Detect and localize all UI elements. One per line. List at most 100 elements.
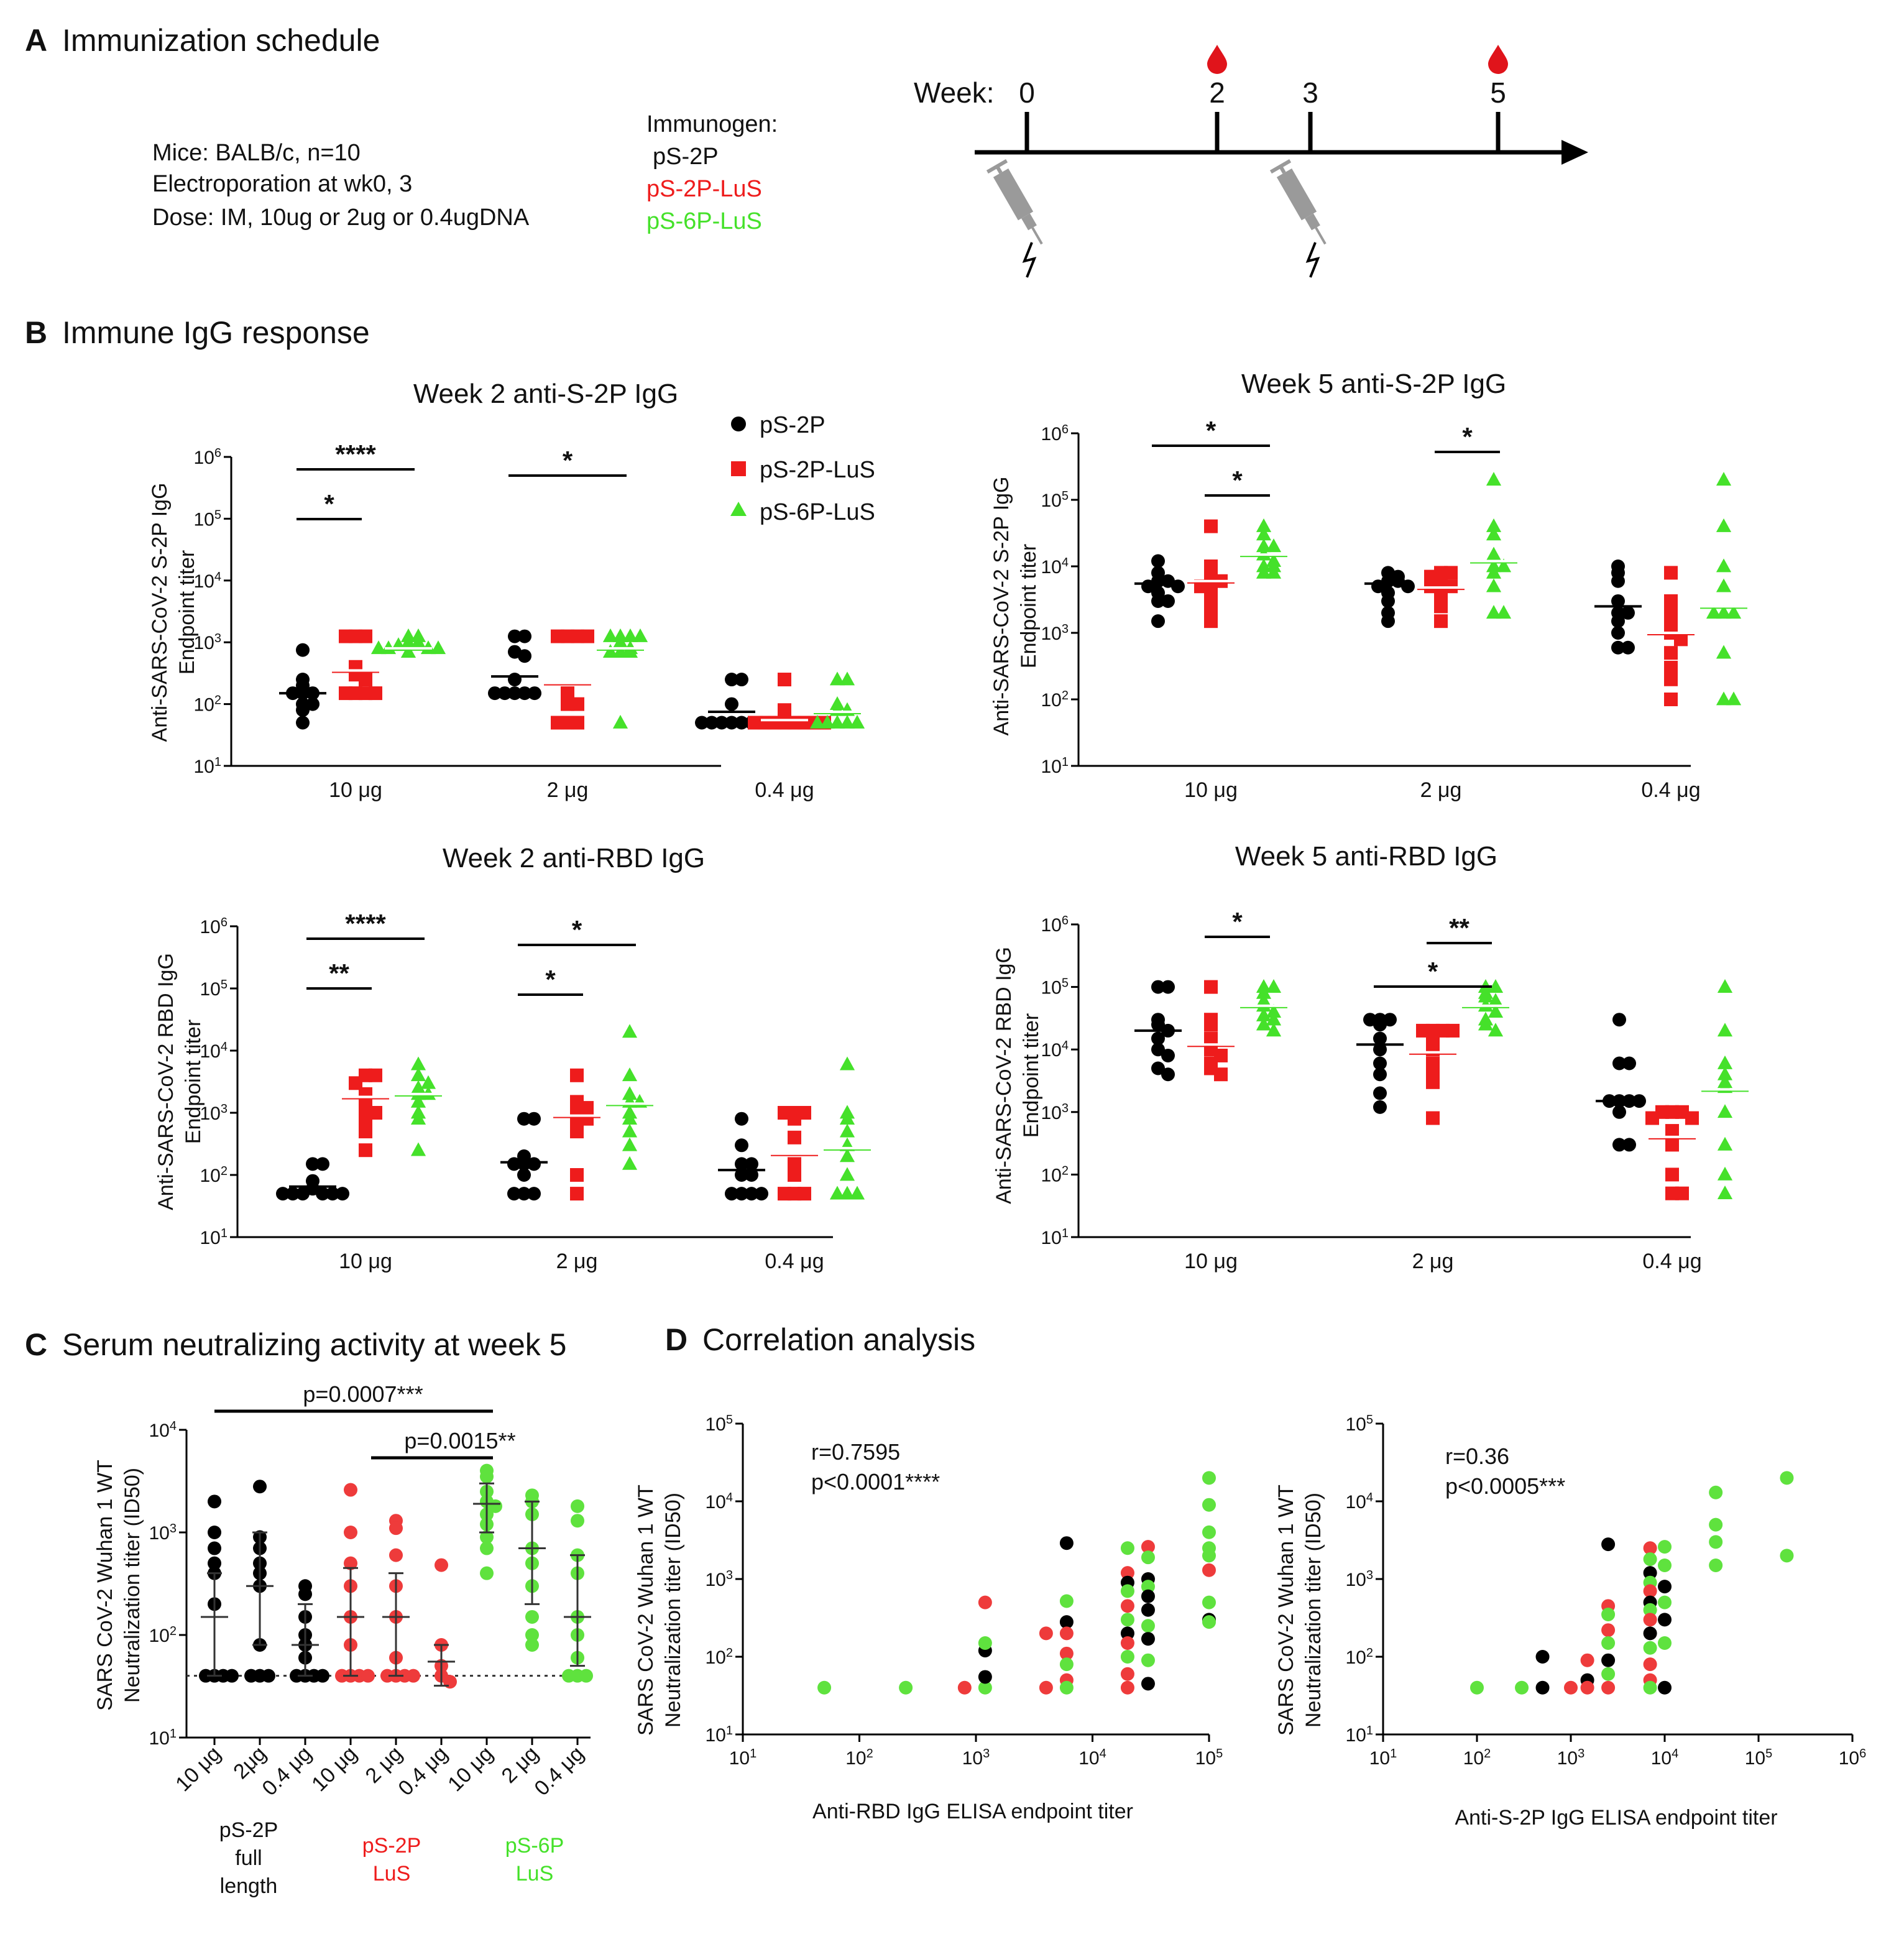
x-tick-label: 105 — [1745, 1747, 1773, 1769]
data-point — [359, 1143, 372, 1158]
data-point — [829, 1186, 845, 1200]
x-tick-label: 2 μg — [556, 1250, 598, 1273]
x-tick-label: 104 — [1078, 1747, 1106, 1769]
data-point — [1665, 1138, 1679, 1152]
data-point — [1621, 640, 1635, 655]
data-point — [1202, 1471, 1216, 1485]
week-0-label: 0 — [1019, 76, 1035, 109]
data-point — [389, 1548, 403, 1562]
data-point — [1622, 1138, 1636, 1152]
data-point — [1141, 1632, 1155, 1646]
data-point — [498, 686, 512, 701]
data-point — [1716, 518, 1732, 532]
data-point — [410, 634, 426, 648]
data-point — [1446, 1023, 1460, 1038]
data-point — [1161, 980, 1175, 994]
data-point — [1266, 979, 1282, 993]
data-point — [1256, 518, 1272, 532]
significance-label: * — [1232, 907, 1243, 936]
data-point — [1674, 632, 1688, 647]
data-point — [1202, 1498, 1216, 1512]
data-point — [748, 716, 761, 730]
data-point — [695, 716, 709, 730]
data-point — [1665, 1167, 1679, 1182]
mice-line-1: Mice: BALB/c, n=10 — [152, 140, 361, 166]
data-point — [527, 1157, 541, 1171]
stat-p: p<0.0001**** — [811, 1469, 940, 1494]
data-point — [602, 643, 619, 658]
significance-label: * — [572, 915, 582, 944]
data-point — [1612, 1138, 1626, 1152]
y-tick-label: 103 — [149, 1522, 177, 1544]
data-point — [410, 1094, 426, 1108]
data-point — [581, 629, 594, 643]
data-point — [1488, 1023, 1504, 1037]
data-point — [508, 629, 522, 643]
data-point — [570, 1068, 584, 1082]
significance-label: * — [545, 965, 556, 994]
data-point — [1496, 605, 1512, 619]
data-point — [839, 1123, 855, 1138]
data-point — [1373, 1056, 1387, 1071]
data-point — [1151, 614, 1165, 629]
data-point — [839, 1056, 855, 1071]
y-tick-label: 102 — [1041, 1164, 1069, 1186]
data-point — [1717, 1166, 1733, 1181]
data-point — [1488, 1003, 1504, 1018]
data-point — [1470, 1680, 1484, 1695]
data-point — [1141, 1580, 1155, 1594]
data-point — [480, 1541, 494, 1555]
x-tick-label: 102 — [1463, 1747, 1491, 1769]
significance-label: **** — [345, 909, 386, 938]
data-point — [622, 1024, 638, 1038]
data-point — [551, 629, 564, 643]
data-point — [1204, 519, 1218, 533]
data-point — [298, 1587, 312, 1601]
data-point — [518, 649, 531, 663]
data-point — [1151, 1031, 1165, 1046]
panel-a-title: Immunization schedule — [62, 23, 380, 58]
week-2-label: 2 — [1209, 76, 1225, 109]
data-point — [1204, 614, 1218, 629]
y-tick-label: 102 — [194, 694, 222, 716]
data-point — [725, 1187, 738, 1201]
data-point — [1202, 1549, 1216, 1563]
data-point — [1780, 1471, 1794, 1485]
data-point — [1717, 1104, 1733, 1118]
data-point — [1622, 1056, 1636, 1071]
data-point — [1611, 640, 1625, 655]
data-point — [290, 1669, 303, 1683]
data-point — [1486, 527, 1502, 541]
data-point — [1717, 1136, 1733, 1151]
y-tick-label: 105 — [194, 508, 222, 530]
group-label-ps2p-lus-line1: pS-2P — [362, 1834, 421, 1858]
data-point — [1643, 1641, 1657, 1655]
data-point — [1141, 1677, 1155, 1691]
data-point — [735, 673, 748, 687]
data-point — [725, 716, 738, 730]
data-point — [1161, 1048, 1175, 1062]
group-label-ps2p-line2: full — [235, 1846, 262, 1870]
data-point — [755, 1187, 768, 1201]
y-tick-label: 101 — [1041, 1227, 1069, 1248]
stat-r: r=0.36 — [1445, 1444, 1509, 1469]
data-point — [1120, 1650, 1134, 1664]
x-tick-label: 2 μg — [1420, 778, 1462, 802]
significance-label: **** — [335, 440, 376, 469]
data-point — [1039, 1680, 1053, 1695]
data-point — [1612, 1105, 1626, 1119]
data-point — [1120, 1584, 1134, 1598]
data-point — [1266, 538, 1282, 553]
y-tick-label: 102 — [1346, 1646, 1374, 1668]
data-point — [735, 1157, 748, 1171]
data-point — [370, 640, 387, 655]
data-point — [517, 1187, 531, 1201]
chart-week5-anti-rbd: Week 5 anti-RBD IgG Anti-SARS-CoV-2 RBD … — [992, 841, 1749, 1273]
data-point — [978, 1680, 992, 1695]
data-point — [1601, 1537, 1616, 1552]
data-point — [480, 1470, 494, 1484]
y-tick-label: 101 — [194, 755, 222, 777]
data-point — [525, 1628, 539, 1642]
data-point — [208, 1556, 221, 1570]
data-point — [400, 643, 416, 658]
